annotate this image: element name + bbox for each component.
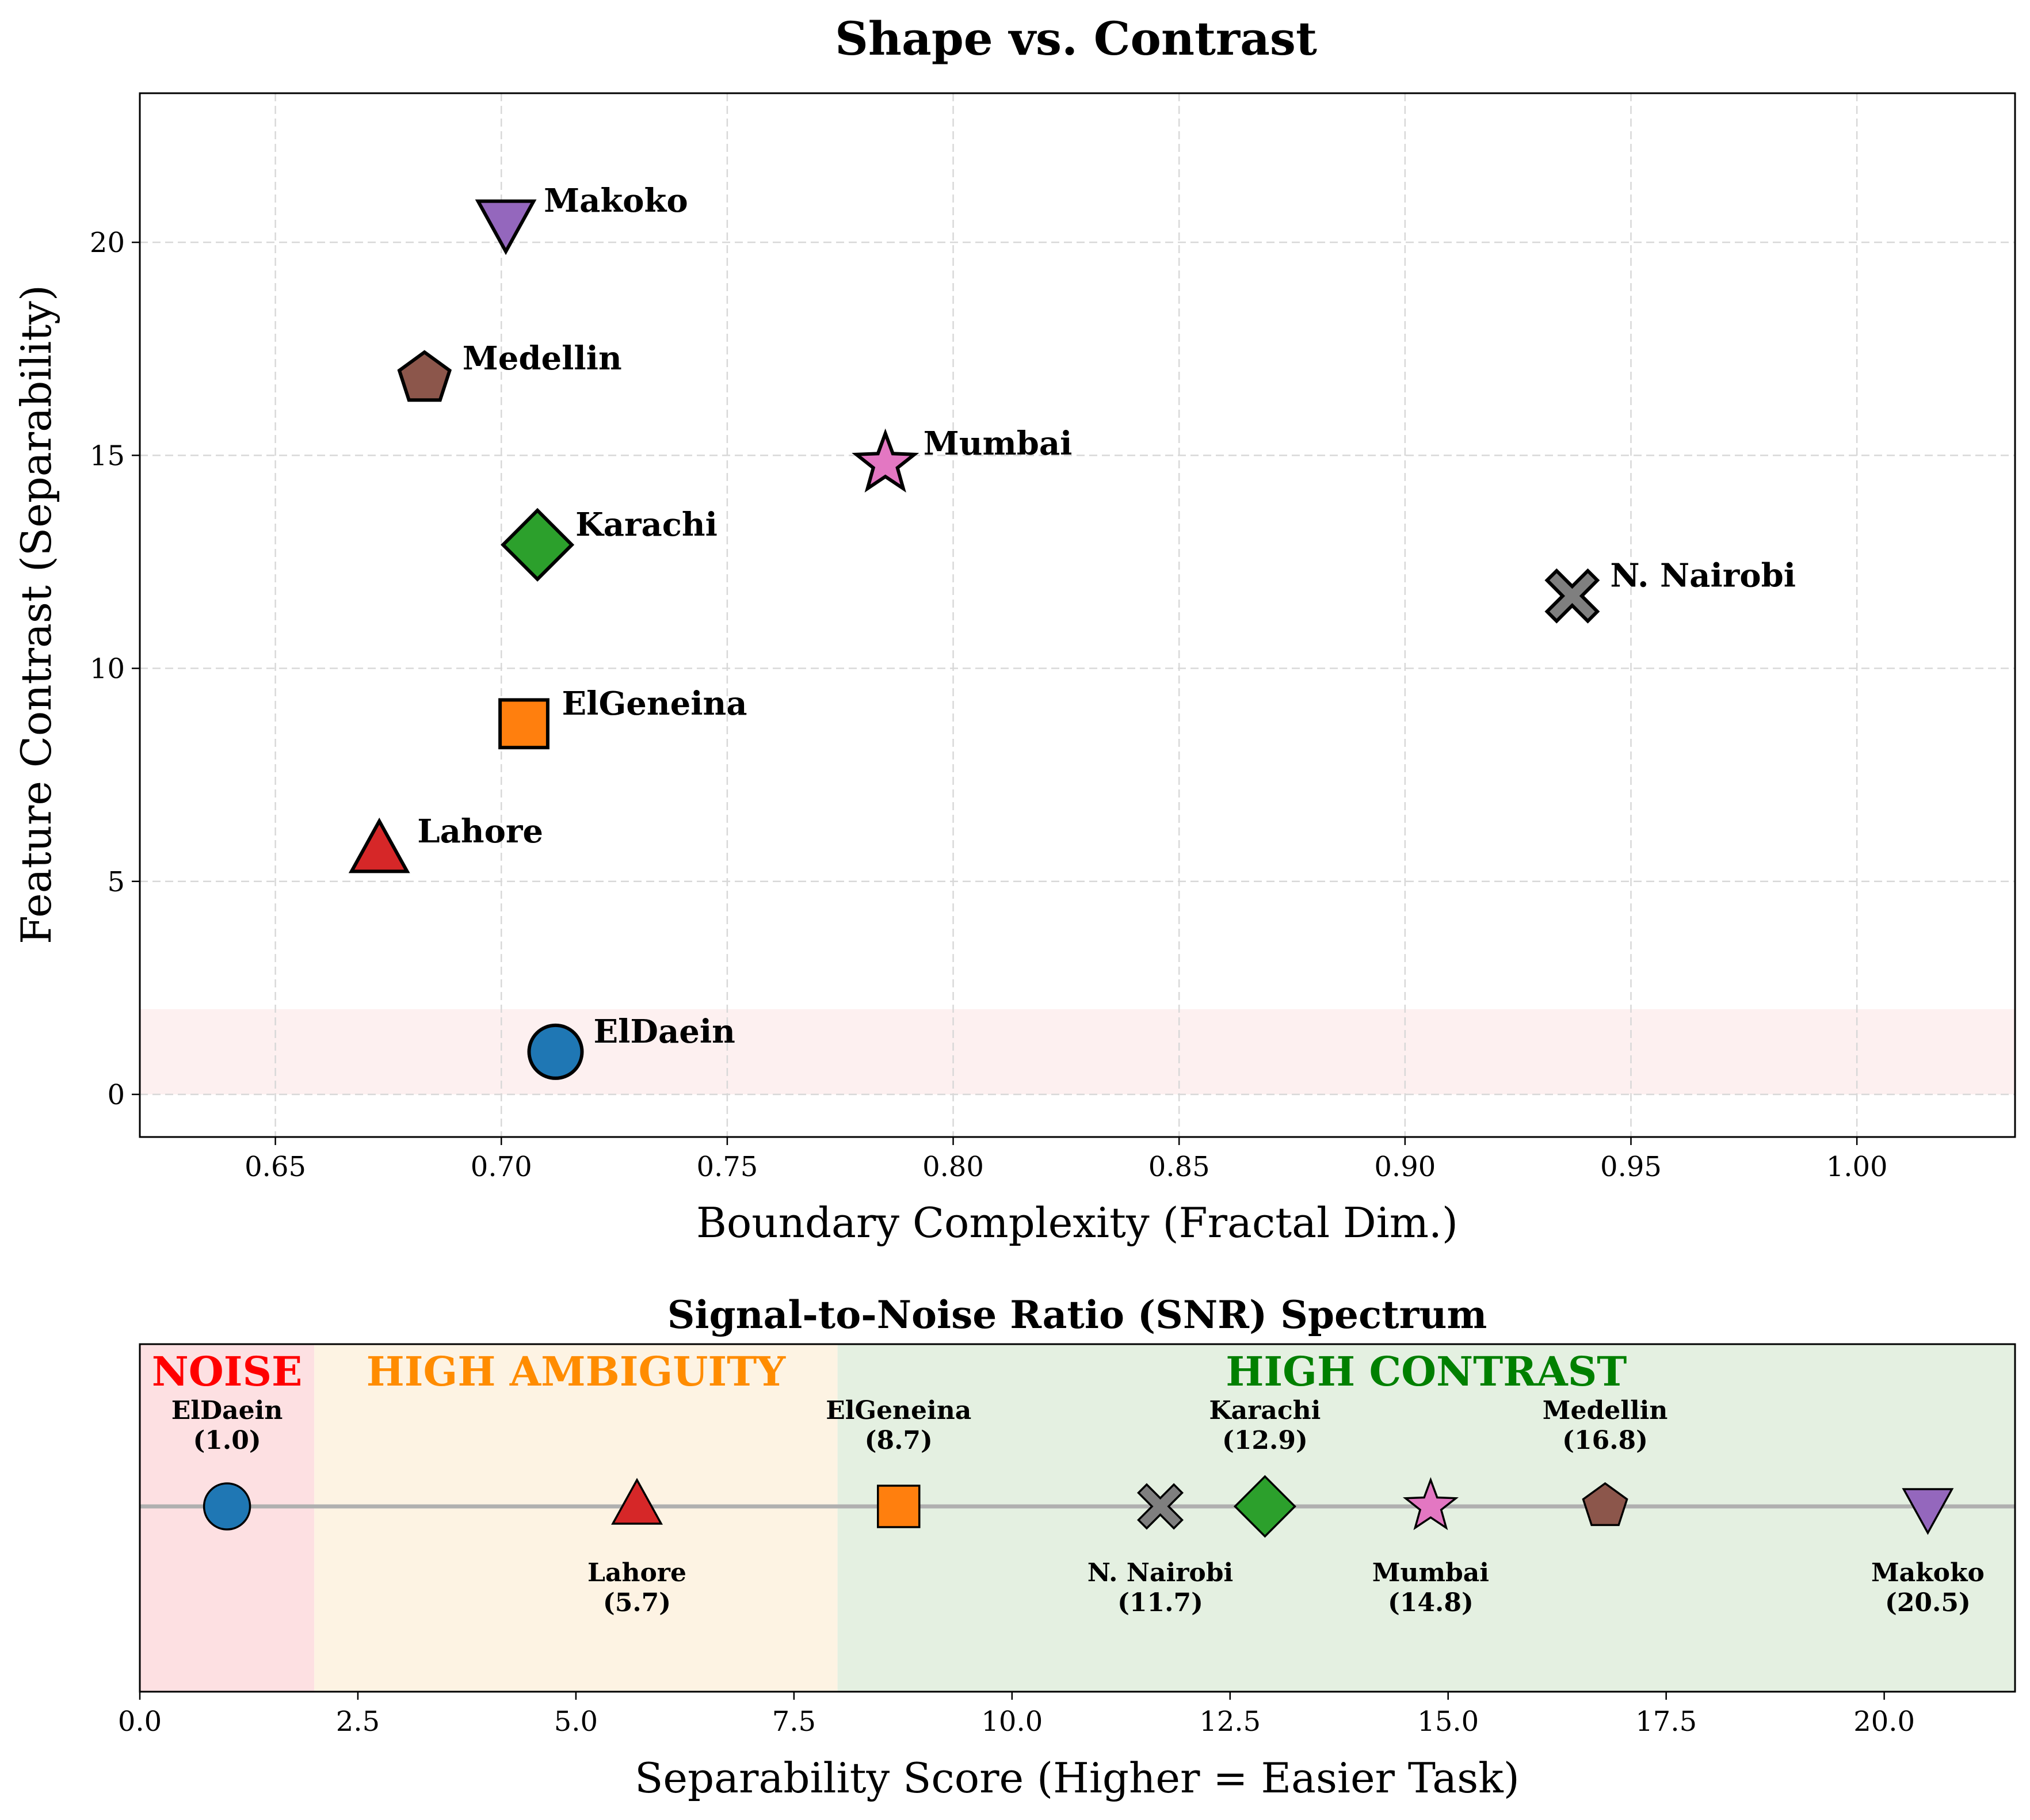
snr-label-value-mumbai: (14.8) xyxy=(1388,1588,1474,1617)
shape-contrast-plot: 0.65 0.70 0.75 0.80 0.85 0.90 0.95 1.00 0 5 10 15 20… xyxy=(90,93,2015,1183)
scatter-title: Shape vs. Contrast xyxy=(835,12,1317,66)
snr-x-tick-label: 15.0 xyxy=(1417,1705,1479,1738)
x-tick-label: 0.70 xyxy=(471,1151,532,1183)
snr-x-axis-label: Separability Score (Higher = Easier Task… xyxy=(635,1754,1520,1802)
snr-x-tick-label: 5.0 xyxy=(554,1705,598,1738)
snr-point-lahore xyxy=(611,1478,663,1525)
snr-x-tick-label: 12.5 xyxy=(1199,1705,1261,1738)
snr-point-eldaein xyxy=(203,1482,251,1531)
point-eldaein xyxy=(527,1023,584,1080)
snr-spectrum-plot: NOISE HIGH AMBIGUITY HIGH CONTRAST 0.0 2.5 5.… xyxy=(118,1344,2015,1738)
noise-band xyxy=(140,1009,2015,1094)
snr-label-value-karachi: (12.9) xyxy=(1222,1426,1308,1455)
x-tick-label: 0.65 xyxy=(245,1151,306,1183)
snr-label-name-karachi: Karachi xyxy=(1209,1396,1321,1425)
scatter-y-axis-label: Feature Contrast (Separability) xyxy=(12,285,60,944)
region-label-high-ambiguity: HIGH AMBIGUITY xyxy=(367,1348,787,1395)
snr-label-name-medellin: Medellin xyxy=(1543,1396,1668,1425)
snr-label-name-lahore: Lahore xyxy=(587,1558,686,1588)
y-tick-label: 20 xyxy=(90,227,125,259)
point-medellin xyxy=(397,350,452,402)
snr-label-value-eldaein: (1.0) xyxy=(193,1426,261,1455)
x-tick-label: 0.85 xyxy=(1148,1151,1210,1183)
region-high-ambiguity xyxy=(314,1344,838,1692)
point-lahore xyxy=(348,817,410,873)
point-label-eldaein: ElDaein xyxy=(593,1013,735,1051)
snr-label-value-n-nairobi: (11.7) xyxy=(1117,1588,1203,1617)
snr-x-tick-label: 20.0 xyxy=(1853,1705,1915,1738)
region-label-noise: NOISE xyxy=(152,1348,303,1395)
snr-point-karachi xyxy=(1233,1475,1296,1538)
y-tick-label: 0 xyxy=(107,1079,125,1111)
point-mumbai xyxy=(852,428,919,493)
snr-label-name-eldaein: ElDaein xyxy=(171,1396,283,1425)
snr-label-value-makoko: (20.5) xyxy=(1885,1588,1971,1617)
y-tick-label: 15 xyxy=(90,440,125,472)
snr-x-tick-label: 2.5 xyxy=(336,1705,380,1738)
snr-label-value-medellin: (16.8) xyxy=(1562,1426,1648,1455)
snr-point-n-nairobi xyxy=(1137,1483,1184,1530)
x-tick-label: 0.80 xyxy=(922,1151,984,1183)
snr-plot-frame xyxy=(139,1343,2016,1693)
snr-point-medellin xyxy=(1582,1482,1628,1527)
snr-label-name-n-nairobi: N. Nairobi xyxy=(1088,1558,1234,1588)
y-tick-label: 5 xyxy=(107,866,125,898)
point-label-karachi: Karachi xyxy=(575,506,718,544)
snr-point-elgeneina xyxy=(877,1485,921,1528)
point-n-nairobi xyxy=(1544,568,1600,624)
point-label-lahore: Lahore xyxy=(417,812,543,850)
snr-x-tick-label: 17.5 xyxy=(1635,1705,1697,1738)
point-label-makoko: Makoko xyxy=(544,182,688,220)
snr-label-value-lahore: (5.7) xyxy=(603,1588,671,1617)
snr-label-name-makoko: Makoko xyxy=(1871,1558,1985,1588)
point-makoko xyxy=(475,199,537,255)
snr-label-name-mumbai: Mumbai xyxy=(1372,1558,1489,1588)
snr-point-makoko xyxy=(1902,1488,1954,1535)
y-tick-label: 10 xyxy=(90,653,125,685)
point-label-n-nairobi: N. Nairobi xyxy=(1610,557,1796,595)
point-elgeneina xyxy=(498,698,550,750)
x-tick-label: 0.75 xyxy=(696,1151,758,1183)
scatter-plot-frame xyxy=(139,92,2016,1138)
snr-x-tick-label: 7.5 xyxy=(772,1705,816,1738)
point-karachi xyxy=(501,508,575,582)
x-tick-label: 0.95 xyxy=(1600,1151,1662,1183)
snr-x-tick-label: 0.0 xyxy=(118,1705,162,1738)
x-tick-label: 1.00 xyxy=(1826,1151,1888,1183)
snr-label-value-elgeneina: (8.7) xyxy=(865,1426,933,1455)
region-label-high-contrast: HIGH CONTRAST xyxy=(1226,1348,1627,1395)
point-label-medellin: Medellin xyxy=(463,339,622,377)
snr-x-tick-label: 10.0 xyxy=(981,1705,1043,1738)
point-label-elgeneina: ElGeneina xyxy=(562,685,747,723)
snr-label-name-elgeneina: ElGeneina xyxy=(826,1396,971,1425)
point-label-mumbai: Mumbai xyxy=(924,425,1073,463)
snr-point-mumbai xyxy=(1402,1476,1459,1531)
scatter-x-axis-label: Boundary Complexity (Fractal Dim.) xyxy=(696,1199,1458,1247)
snr-title: Signal-to-Noise Ratio (SNR) Spectrum xyxy=(667,1292,1487,1337)
x-tick-label: 0.90 xyxy=(1374,1151,1436,1183)
